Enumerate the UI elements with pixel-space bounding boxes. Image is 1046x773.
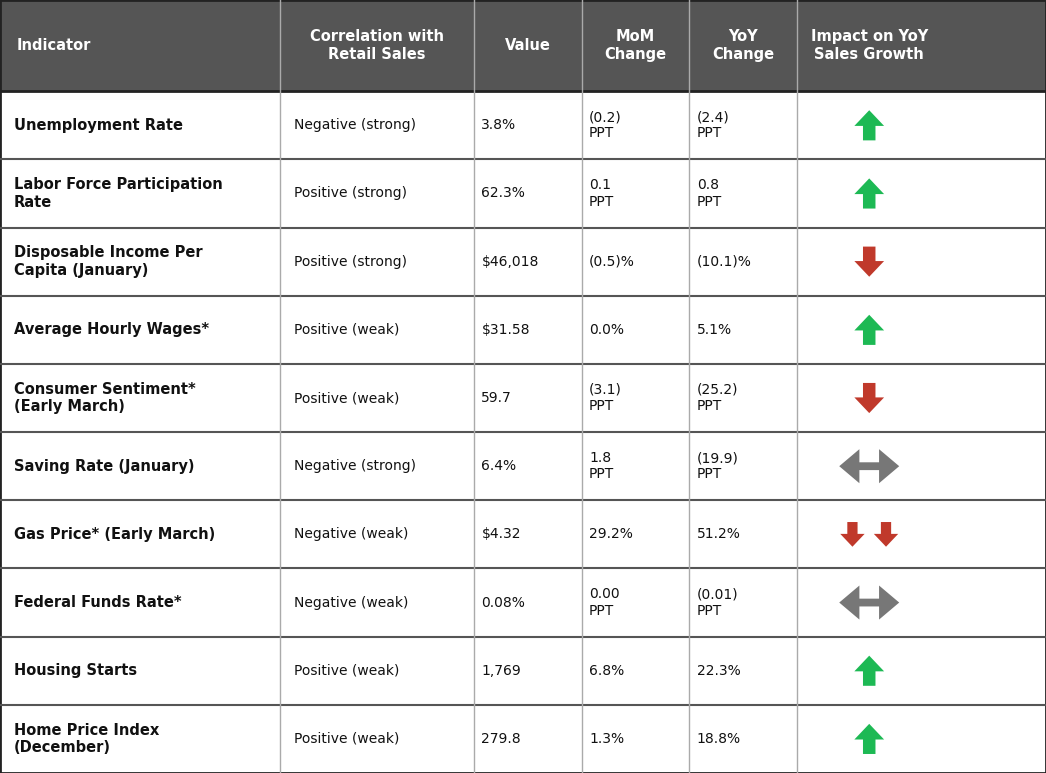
- Bar: [0, 159, 280, 227]
- Bar: [280, 296, 474, 364]
- Polygon shape: [855, 111, 884, 141]
- Text: Value: Value: [505, 38, 550, 53]
- Bar: [474, 705, 582, 773]
- Polygon shape: [839, 585, 900, 620]
- Text: Positive (weak): Positive (weak): [294, 732, 400, 746]
- Text: Negative (weak): Negative (weak): [294, 527, 408, 541]
- Polygon shape: [855, 315, 884, 345]
- Bar: [582, 637, 689, 705]
- Text: 59.7: 59.7: [481, 391, 513, 405]
- Bar: [474, 91, 582, 159]
- Text: (2.4)
PPT: (2.4) PPT: [697, 111, 730, 141]
- Bar: [689, 296, 797, 364]
- Polygon shape: [855, 179, 884, 209]
- Bar: [797, 159, 941, 227]
- Bar: [689, 91, 797, 159]
- Text: Negative (weak): Negative (weak): [294, 595, 408, 610]
- Bar: [689, 637, 797, 705]
- Bar: [474, 637, 582, 705]
- Bar: [797, 296, 941, 364]
- Bar: [582, 364, 689, 432]
- Text: Positive (strong): Positive (strong): [294, 254, 407, 269]
- Polygon shape: [855, 724, 884, 754]
- Text: $46,018: $46,018: [481, 254, 539, 269]
- Text: 0.1
PPT: 0.1 PPT: [589, 179, 614, 209]
- Text: Saving Rate (January): Saving Rate (January): [14, 458, 195, 474]
- Bar: [582, 432, 689, 500]
- Bar: [0, 568, 280, 637]
- Bar: [474, 364, 582, 432]
- Bar: [689, 705, 797, 773]
- Bar: [582, 705, 689, 773]
- Text: 51.2%: 51.2%: [697, 527, 741, 541]
- Text: Disposable Income Per
Capita (January): Disposable Income Per Capita (January): [14, 246, 203, 278]
- Text: 1.8
PPT: 1.8 PPT: [589, 451, 614, 482]
- Bar: [0, 500, 280, 568]
- Text: 1,769: 1,769: [481, 664, 521, 678]
- Text: Positive (weak): Positive (weak): [294, 664, 400, 678]
- Bar: [0, 364, 280, 432]
- Bar: [0, 227, 280, 296]
- Bar: [582, 568, 689, 637]
- Text: Indicator: Indicator: [17, 38, 91, 53]
- Bar: [689, 500, 797, 568]
- Bar: [689, 568, 797, 637]
- Bar: [689, 227, 797, 296]
- Bar: [280, 432, 474, 500]
- Bar: [797, 637, 941, 705]
- Text: 0.0%: 0.0%: [589, 323, 624, 337]
- Text: (0.01)
PPT: (0.01) PPT: [697, 587, 738, 618]
- Bar: [582, 296, 689, 364]
- Bar: [797, 500, 941, 568]
- Text: (10.1)%: (10.1)%: [697, 254, 752, 269]
- Text: Positive (weak): Positive (weak): [294, 323, 400, 337]
- Bar: [689, 159, 797, 227]
- Text: 1.3%: 1.3%: [589, 732, 624, 746]
- Polygon shape: [855, 247, 884, 277]
- Text: Gas Price* (Early March): Gas Price* (Early March): [14, 527, 215, 542]
- Text: 18.8%: 18.8%: [697, 732, 741, 746]
- Bar: [0, 296, 280, 364]
- Text: Home Price Index
(December): Home Price Index (December): [14, 723, 159, 755]
- Text: $31.58: $31.58: [481, 323, 530, 337]
- Text: (19.9)
PPT: (19.9) PPT: [697, 451, 738, 482]
- Text: 6.4%: 6.4%: [481, 459, 517, 473]
- Text: 0.08%: 0.08%: [481, 595, 525, 610]
- Text: Correlation with
Retail Sales: Correlation with Retail Sales: [310, 29, 445, 62]
- Bar: [280, 500, 474, 568]
- Bar: [797, 705, 941, 773]
- Polygon shape: [839, 449, 900, 483]
- Bar: [474, 159, 582, 227]
- Text: Unemployment Rate: Unemployment Rate: [14, 117, 183, 133]
- Bar: [0, 432, 280, 500]
- Bar: [280, 705, 474, 773]
- Text: (3.1)
PPT: (3.1) PPT: [589, 383, 622, 413]
- Polygon shape: [840, 522, 865, 547]
- Bar: [689, 432, 797, 500]
- Bar: [474, 432, 582, 500]
- Text: Impact on YoY
Sales Growth: Impact on YoY Sales Growth: [811, 29, 928, 62]
- Text: $4.32: $4.32: [481, 527, 521, 541]
- Bar: [474, 500, 582, 568]
- Bar: [280, 637, 474, 705]
- Bar: [582, 227, 689, 296]
- Bar: [280, 568, 474, 637]
- Text: 5.1%: 5.1%: [697, 323, 732, 337]
- Text: MoM
Change: MoM Change: [605, 29, 666, 62]
- Polygon shape: [855, 656, 884, 686]
- Text: 22.3%: 22.3%: [697, 664, 741, 678]
- Bar: [797, 432, 941, 500]
- Bar: [797, 364, 941, 432]
- Bar: [0, 91, 280, 159]
- Bar: [582, 500, 689, 568]
- Text: Average Hourly Wages*: Average Hourly Wages*: [14, 322, 209, 337]
- Polygon shape: [873, 522, 899, 547]
- Text: Federal Funds Rate*: Federal Funds Rate*: [14, 595, 182, 610]
- Text: 0.8
PPT: 0.8 PPT: [697, 179, 722, 209]
- Bar: [797, 227, 941, 296]
- Bar: [280, 364, 474, 432]
- Bar: [0, 705, 280, 773]
- Text: (0.5)%: (0.5)%: [589, 254, 635, 269]
- Bar: [797, 568, 941, 637]
- Text: 279.8: 279.8: [481, 732, 521, 746]
